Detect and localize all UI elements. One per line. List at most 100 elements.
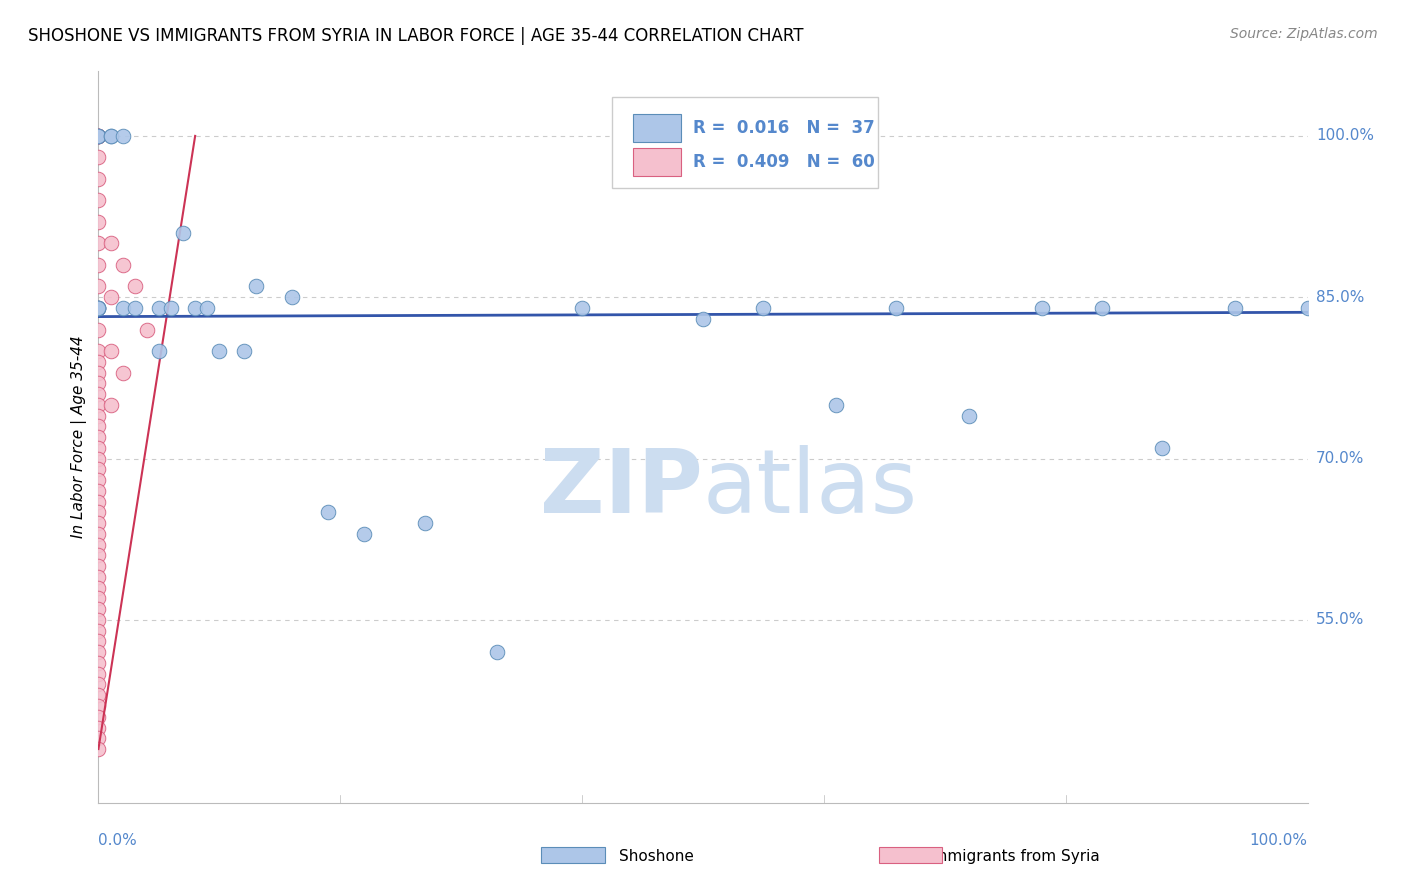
Point [87,698,110,713]
Point [413,516,436,530]
Point [135,322,157,336]
Point [232,344,254,359]
Point [87,451,110,466]
Point [87,128,110,143]
Point [486,645,509,659]
Point [172,226,194,240]
Point [184,301,207,315]
Text: 100.0%: 100.0% [1250,833,1308,848]
Text: Source: ZipAtlas.com: Source: ZipAtlas.com [1230,27,1378,41]
Point [87,527,110,541]
Point [124,279,146,293]
Point [87,634,110,648]
Point [87,194,110,208]
Point [87,624,110,638]
Point [245,279,267,293]
Point [100,290,122,304]
Point [87,581,110,595]
Text: atlas: atlas [703,445,918,532]
Point [87,301,110,315]
Point [571,301,593,315]
Point [825,398,848,412]
Point [87,128,110,143]
Point [87,505,110,519]
Point [1091,301,1114,315]
Bar [633,148,682,176]
Point [87,419,110,434]
Point [87,128,110,143]
Point [353,527,375,541]
Point [87,613,110,627]
Point [957,409,980,423]
Text: Immigrants from Syria: Immigrants from Syria [928,849,1099,863]
Text: 85.0%: 85.0% [1316,290,1364,305]
Point [1223,301,1246,315]
Point [87,409,110,423]
Point [1031,301,1053,315]
Point [752,301,775,315]
Point [100,128,122,143]
Point [148,301,170,315]
Bar [633,114,682,142]
Point [87,570,110,584]
Text: 0.0%: 0.0% [98,833,138,848]
Point [87,128,110,143]
FancyBboxPatch shape [613,97,879,188]
Point [124,301,146,315]
Point [87,366,110,380]
Point [208,344,231,359]
Point [87,473,110,487]
Point [87,688,110,702]
Point [1296,301,1319,315]
Point [111,366,134,380]
Point [87,538,110,552]
Text: 55.0%: 55.0% [1316,613,1364,627]
Point [281,290,304,304]
Point [87,128,110,143]
Point [100,344,122,359]
Point [87,656,110,670]
Point [87,301,110,315]
Point [87,258,110,272]
Text: R =  0.409   N =  60: R = 0.409 N = 60 [693,153,875,171]
Point [692,311,714,326]
Point [87,441,110,455]
Point [148,344,170,359]
Point [195,301,218,315]
Point [87,462,110,476]
Point [87,721,110,735]
Point [87,172,110,186]
Point [160,301,183,315]
Point [87,591,110,606]
Point [87,387,110,401]
Point [111,301,134,315]
Point [87,559,110,574]
Point [87,516,110,530]
Point [87,344,110,359]
Point [87,301,110,315]
Point [87,677,110,691]
Point [87,645,110,659]
Point [100,236,122,251]
Point [87,215,110,229]
Point [886,301,908,315]
Point [100,128,122,143]
Y-axis label: In Labor Force | Age 35-44: In Labor Force | Age 35-44 [72,335,87,539]
Point [87,731,110,746]
Point [87,128,110,143]
Text: ZIP: ZIP [540,445,703,532]
Point [87,236,110,251]
Point [87,483,110,498]
Text: 70.0%: 70.0% [1316,451,1364,467]
Point [87,150,110,164]
Point [111,128,134,143]
Point [87,301,110,315]
Point [87,494,110,508]
Text: R =  0.016   N =  37: R = 0.016 N = 37 [693,119,875,136]
Point [87,301,110,315]
Point [87,549,110,563]
Point [87,602,110,616]
Point [87,376,110,391]
Text: SHOSHONE VS IMMIGRANTS FROM SYRIA IN LABOR FORCE | AGE 35-44 CORRELATION CHART: SHOSHONE VS IMMIGRANTS FROM SYRIA IN LAB… [28,27,804,45]
Point [87,322,110,336]
